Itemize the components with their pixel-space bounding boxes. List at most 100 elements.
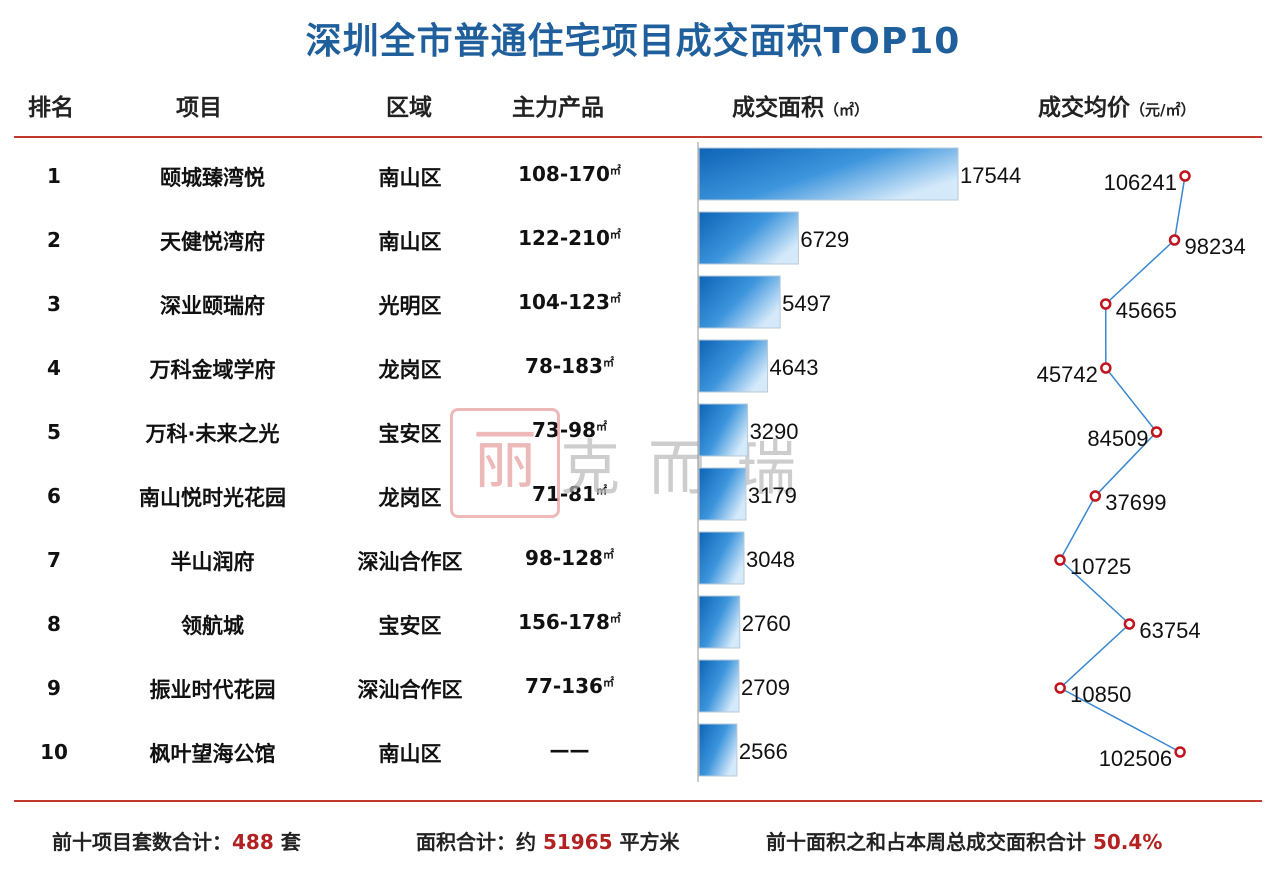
price-point [1150,426,1163,438]
area-bar [698,595,741,649]
area-bar-label: 3179 [748,483,797,508]
price-point [1174,746,1186,758]
row-district: 龙岗区 [378,358,442,382]
row-rank: 3 [47,292,61,316]
row-product: 77-136㎡ [497,674,642,698]
row-district: 深汕合作区 [357,550,463,574]
row-product-unit: ㎡ [609,292,621,305]
area-bar [698,339,769,393]
price-point-label: 45665 [1116,298,1177,323]
row-rank: 2 [47,228,61,252]
footer-units-value: 488 [232,830,274,854]
row-product-range: 98-128 [525,546,603,570]
area-bar-label: 5497 [782,291,831,316]
price-point [1099,298,1112,310]
footer-area-suffix: 平方米 [612,830,680,854]
price-point-label: 84509 [1087,426,1148,451]
row-rank: 5 [47,420,61,444]
row-product-range: 104-123 [518,290,610,314]
area-bar [698,275,781,329]
price-point-label: 37699 [1105,490,1166,515]
header-divider [14,136,1262,138]
area-bars: 17544 6729 5497 4643 3290 3179 3048 2760 2709 256… [698,147,1021,777]
price-line: 106241 98234 45665 45742 84509 37699 10725 6375… [1037,170,1246,771]
row-district: 光明区 [378,294,442,318]
area-bar-label: 3290 [750,419,799,444]
header-price-unit: （元/㎡） [1130,101,1196,119]
row-district: 宝安区 [378,614,442,638]
area-bar-label: 4643 [770,355,819,380]
row-rank: 7 [47,548,61,572]
row-rank: 8 [47,612,61,636]
area-bar-label: 17544 [960,163,1021,188]
price-line-path [1058,175,1186,753]
row-district: 南山区 [378,742,442,766]
row-project-name: 南山悦时光花园 [139,486,286,510]
row-district: 南山区 [378,166,442,190]
row-product-range: 108-170 [518,162,610,186]
area-bar [698,531,745,585]
row-rank: 10 [40,740,68,764]
price-point-label: 106241 [1104,170,1177,195]
row-product-unit: ㎡ [595,484,607,497]
row-rank: 9 [47,676,61,700]
price-point [1179,170,1191,182]
header-price: 成交均价（元/㎡） [1038,88,1195,122]
row-product-unit: ㎡ [609,612,621,625]
row-product: —— [497,738,642,762]
row-project-name: 万科金域学府 [149,358,276,382]
row-product-range: —— [549,738,590,762]
header-price-label: 成交均价 [1038,95,1130,121]
row-district: 龙岗区 [378,486,442,510]
row-product: 104-123㎡ [497,290,642,314]
watermark-text: 克而瑞 [560,434,824,504]
footer-share: 前十面积之和占本周总成交面积合计 50.4% [766,826,1162,855]
row-district: 深汕合作区 [357,678,463,702]
header-product: 主力产品 [512,95,604,121]
area-bar-label: 2566 [739,739,788,764]
row-product-unit: ㎡ [595,420,607,433]
row-project-name: 半山润府 [170,550,255,574]
row-product-unit: ㎡ [609,228,621,241]
watermark-seal: 丽 [450,408,560,518]
footer-area-value: 51965 [542,830,613,854]
price-point [1054,682,1066,694]
area-bar-label: 2760 [742,611,791,636]
row-product-range: 122-210 [518,226,610,250]
row-product-range: 71-81 [532,482,596,506]
area-bar [698,467,747,521]
header-area: 成交面积（㎡） [732,88,869,122]
price-point [1123,618,1136,630]
footer-units-label: 前十项目套数合计： [52,830,232,854]
area-bar [698,211,799,265]
row-product-unit: ㎡ [602,548,614,561]
row-rank: 6 [47,484,61,508]
row-project-name: 枫叶望海公馆 [149,742,276,766]
row-product: 156-178㎡ [497,610,642,634]
footer-area-label: 面积合计：约 [416,830,543,854]
price-point-label: 102506 [1099,746,1172,771]
area-bar [698,723,738,777]
area-bar [698,403,749,457]
header-area-unit: （㎡） [824,101,870,119]
row-product-unit: ㎡ [602,676,614,689]
header-rank: 排名 [28,95,74,121]
area-bar [698,659,740,713]
header-area-label: 成交面积 [732,95,824,121]
footer-total-units: 前十项目套数合计：488 套 [52,826,301,855]
price-point [1089,490,1102,502]
price-point-label: 63754 [1139,618,1200,643]
row-product-range: 156-178 [518,610,610,634]
area-bar-label: 3048 [746,547,795,572]
row-product: 73-98㎡ [497,418,642,442]
row-product-range: 77-136 [525,674,603,698]
price-point [1168,234,1181,246]
row-product: 98-128㎡ [497,546,642,570]
price-point [1054,554,1066,566]
header-district: 区域 [386,95,432,121]
price-point [1100,362,1112,374]
price-point-label: 10725 [1070,554,1131,579]
row-product: 71-81㎡ [497,482,642,506]
footer-share-label: 前十面积之和占本周总成交面积合计 [766,830,1093,854]
